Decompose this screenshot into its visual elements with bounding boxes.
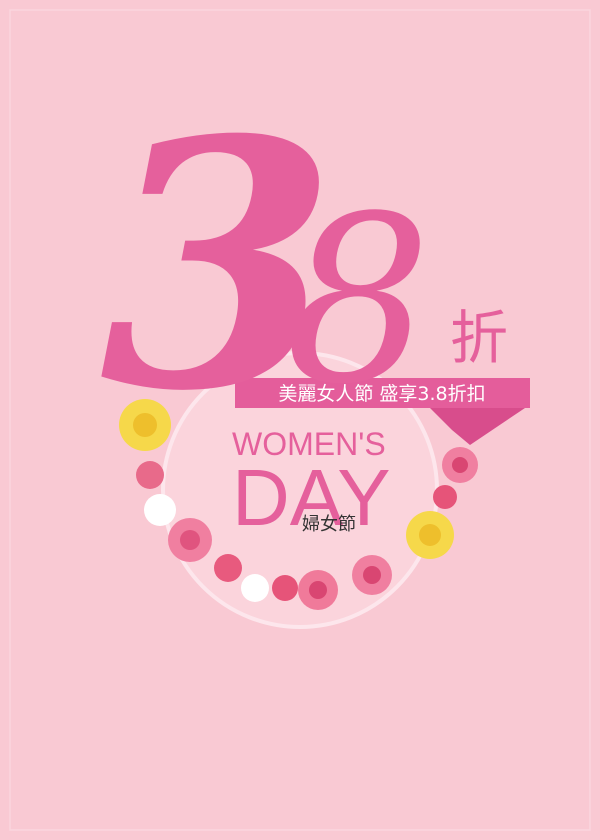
ribbon-fold [430, 408, 525, 445]
border [9, 9, 591, 831]
subtitle: 婦女節 [302, 514, 356, 535]
flower-ring [119, 399, 478, 610]
big-number: 8 [285, 168, 431, 435]
banner [235, 378, 530, 408]
discount-char: 折 [450, 304, 508, 372]
title: WOMEN'S [232, 426, 386, 462]
big-number: 3 [100, 67, 337, 466]
title: DAY [232, 453, 391, 542]
banner-text: 美麗女人節 盛享3.8折扣 [278, 383, 485, 405]
